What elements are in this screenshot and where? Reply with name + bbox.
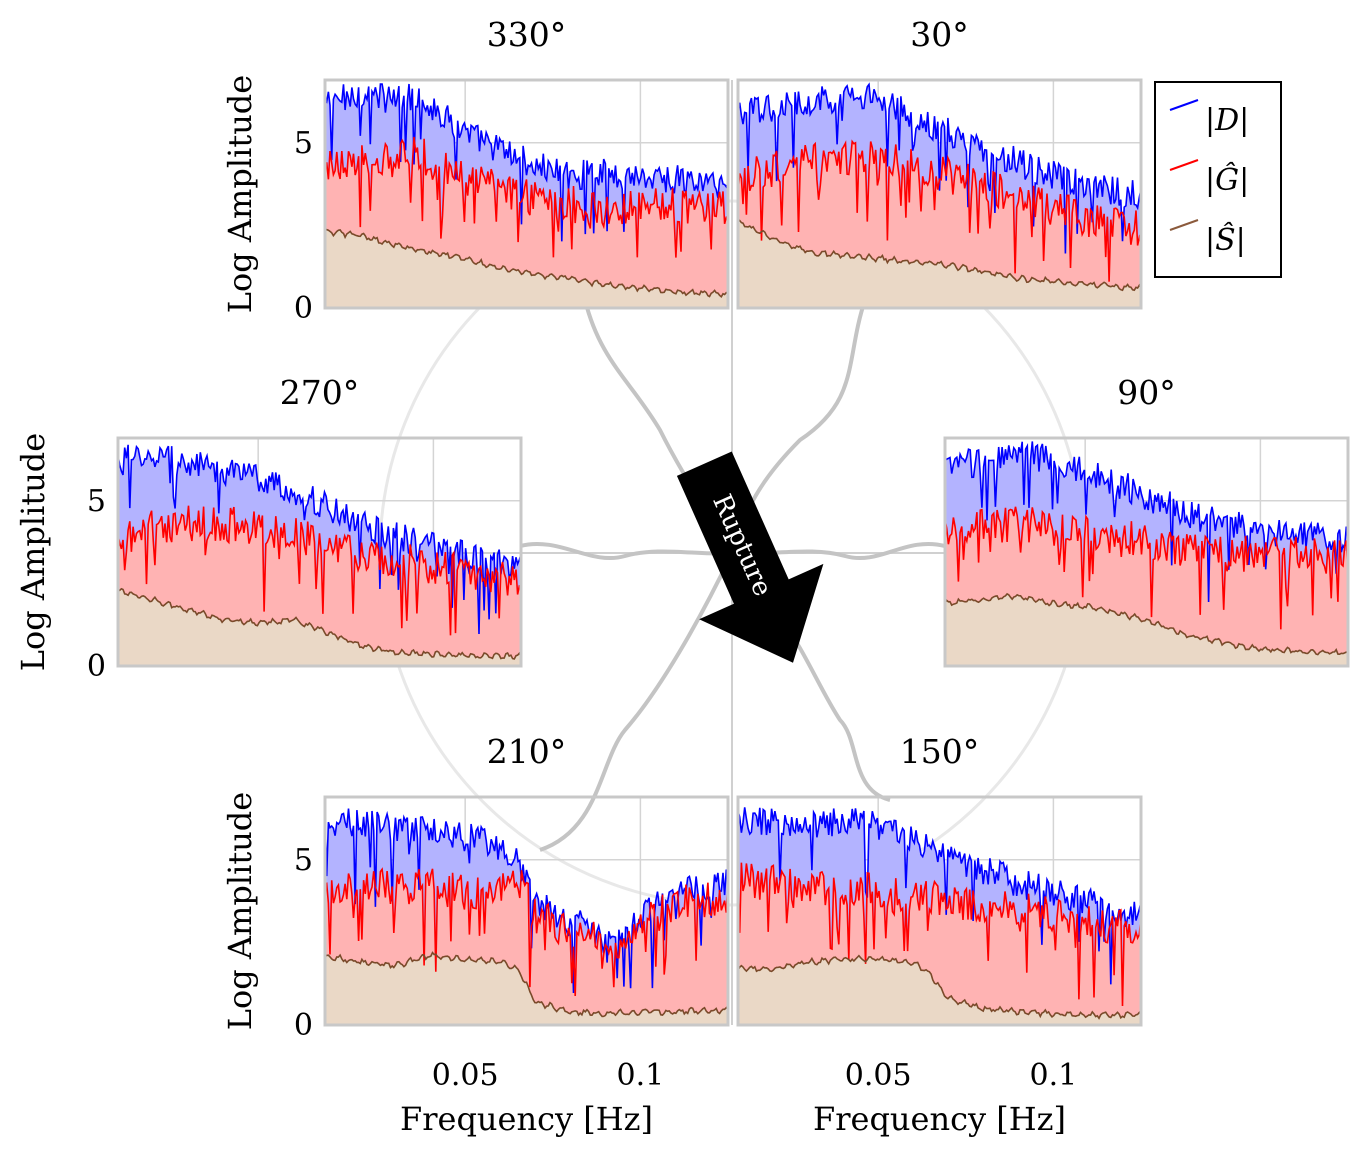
- panel-title: 330°: [487, 15, 567, 54]
- y-tick-label: 5: [87, 484, 106, 519]
- series-line-D: [737, 82, 1142, 254]
- legend-swatch: [1169, 99, 1199, 111]
- panel-frame: [736, 795, 1143, 1027]
- series-line-: [324, 867, 729, 997]
- series-line-D: [324, 83, 729, 242]
- panel-title: 270°: [280, 373, 360, 412]
- series-line-: [944, 506, 1349, 630]
- panel-frame: [323, 78, 730, 310]
- legend: |D| |Ĝ| |Ŝ|: [1154, 81, 1282, 278]
- y-axis-label: Log Amplitude: [14, 433, 52, 671]
- rupture-arrow-shape: [676, 451, 824, 663]
- spectrum-panel-4: 210° 0 5 Log Amplitude 0.05 0.1 Frequency [Hz]: [221, 732, 730, 1138]
- panel-frame: [116, 436, 523, 668]
- panel-frame: [323, 795, 730, 1027]
- series-line-D: [944, 441, 1349, 603]
- legend-label: |Ĝ|: [1205, 162, 1249, 198]
- legend-label: |Ŝ|: [1205, 222, 1246, 258]
- series-line-: [324, 136, 729, 258]
- series-line-: [737, 219, 1142, 292]
- series-line-: [737, 862, 1142, 1007]
- panel-title: 150°: [900, 732, 980, 771]
- waveform-trace: [539, 552, 734, 852]
- series-line-: [117, 505, 522, 636]
- legend-label: |D|: [1205, 103, 1249, 138]
- x-tick-label: 0.1: [617, 1058, 665, 1093]
- rupture-arrow: Rupture: [676, 451, 824, 663]
- y-tick-label: 0: [294, 1008, 313, 1043]
- panel-frame: [736, 78, 1143, 310]
- series-line-: [117, 587, 522, 660]
- spectrum-panel-0: 330° 0 5 Log Amplitude: [221, 15, 730, 326]
- x-axis-label: Frequency [Hz]: [400, 1100, 653, 1138]
- x-axis-label: Frequency [Hz]: [813, 1100, 1066, 1138]
- panel-frame: [943, 436, 1350, 668]
- spectrum-panel-3: 90°: [943, 373, 1350, 668]
- y-axis-label: Log Amplitude: [221, 792, 259, 1030]
- y-tick-label: 0: [87, 649, 106, 684]
- series-line-D: [737, 807, 1142, 985]
- series-line-: [944, 592, 1349, 656]
- y-tick-label: 5: [294, 843, 313, 878]
- legend-swatch: [1169, 219, 1199, 231]
- spectrum-panel-5: 150° 0.05 0.1 Frequency [Hz]: [736, 732, 1143, 1138]
- series-line-: [324, 951, 729, 1018]
- x-tick-label: 0.1: [1030, 1058, 1078, 1093]
- spectrum-panel-1: 30°: [736, 15, 1143, 310]
- legend-swatch: [1169, 159, 1199, 171]
- series-fill-: [945, 593, 1348, 666]
- x-tick-label: 0.05: [432, 1058, 499, 1093]
- series-fill-: [738, 220, 1141, 308]
- panel-title: 30°: [910, 15, 969, 54]
- y-tick-label: 5: [294, 126, 313, 161]
- y-axis-label: Log Amplitude: [221, 75, 259, 313]
- waveform-trace: [519, 542, 733, 560]
- series-fill-: [118, 588, 521, 666]
- series-fill-: [738, 955, 1141, 1025]
- series-line-: [324, 228, 729, 299]
- panel-title: 210°: [487, 732, 567, 771]
- series-fill-: [325, 952, 728, 1025]
- series-line-: [737, 954, 1142, 1020]
- spectrum-panel-2: 270° 0 5 Log Amplitude: [14, 373, 523, 684]
- panel-title: 90°: [1117, 373, 1176, 412]
- legend-box: [1154, 81, 1282, 278]
- spectra-panels: 330° 0 5 Log Amplitude 30° 270° 0 5 Log Amplitud…: [14, 15, 1350, 1138]
- series-line-: [737, 139, 1142, 282]
- y-tick-label: 0: [294, 291, 313, 326]
- x-tick-label: 0.05: [845, 1058, 912, 1093]
